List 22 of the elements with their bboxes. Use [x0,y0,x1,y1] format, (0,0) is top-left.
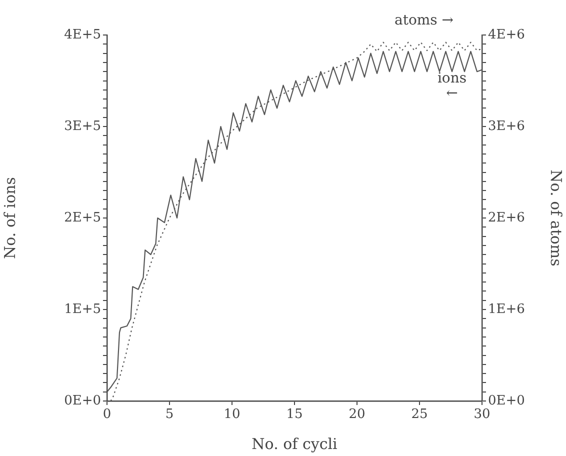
y2-tick-label: 1E+6 [488,302,525,317]
y2-tick-label: 4E+6 [488,27,525,42]
y-tick-label: 3E+5 [64,118,101,134]
y2-tick-label: 0E+0 [488,393,525,408]
y-tick-label: 1E+5 [64,302,101,317]
x-tick-label: 30 [474,407,490,422]
y-tick-label: 2E+5 [64,210,101,226]
x-axis-title: No. of cycli [252,434,338,453]
annotation: ions ← [437,70,467,102]
x-tick-label: 15 [286,407,303,422]
y-tick-label: 0E+0 [64,393,101,408]
x-tick-label: 20 [348,407,366,422]
x-tick-label: 0 [102,407,112,422]
x-tick-label: 25 [411,407,428,422]
y-axis-title: No. of ions [0,177,19,259]
x-tick-label: 5 [165,407,174,422]
y2-tick-label: 2E+6 [488,210,525,226]
x-tick-label: 10 [224,407,240,422]
y2-tick-label: 3E+6 [488,118,525,134]
text: atoms → [394,12,454,29]
y-tick-label: 4E+5 [64,27,101,42]
y2-axis-title: No. of atoms [547,170,566,266]
